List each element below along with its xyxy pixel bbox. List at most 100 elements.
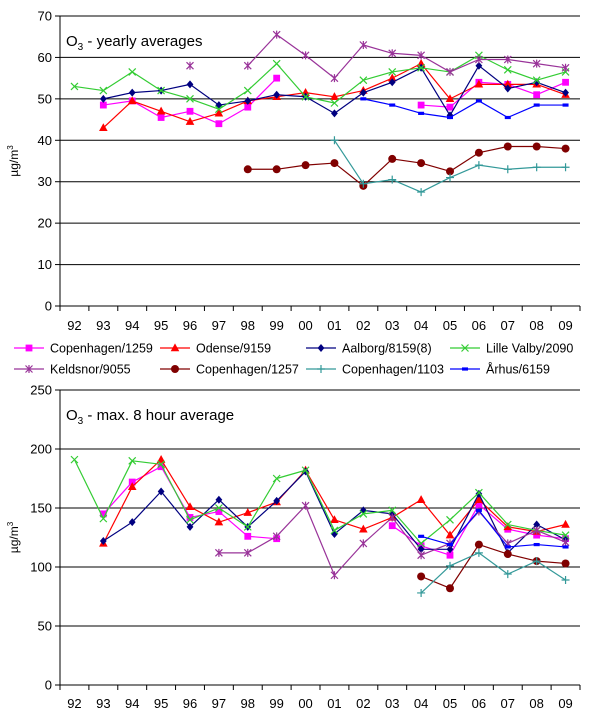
data-point <box>562 78 569 86</box>
x-tick-label: 95 <box>154 696 168 711</box>
series-line-segment <box>363 81 393 94</box>
data-point <box>186 80 194 89</box>
data-point <box>446 584 454 593</box>
legend-item: Copenhagen/1257 <box>160 363 299 377</box>
series-line-segment <box>449 65 480 116</box>
data-point <box>157 86 166 95</box>
data-point <box>503 65 512 74</box>
legend-marker <box>170 343 180 352</box>
series-line-segment <box>420 67 451 116</box>
series-line-segment <box>305 505 335 576</box>
series-line-segment <box>449 58 480 73</box>
legend-label: Copenhagen/1257 <box>196 363 299 377</box>
series-line-segment <box>536 83 566 96</box>
series-line-segment <box>449 552 480 567</box>
data-point <box>273 74 281 82</box>
series-line-segment <box>102 100 133 129</box>
y-tick-label: 0 <box>45 678 52 693</box>
data-point <box>157 460 166 469</box>
series-line-segment <box>131 100 162 119</box>
series-line-segment <box>276 94 306 98</box>
legend-marker <box>462 367 468 371</box>
series-line-segment <box>536 63 566 69</box>
data-point <box>330 571 339 580</box>
x-tick-label: 07 <box>501 696 515 711</box>
series-line-segment <box>131 466 162 483</box>
series-copenhagen-1257 <box>417 540 570 593</box>
x-tick-label: 08 <box>529 696 543 711</box>
series-line-segment <box>478 54 509 71</box>
series-line-segment <box>305 471 335 535</box>
legend-marker <box>317 365 325 373</box>
x-tick-label: 92 <box>67 318 81 333</box>
series-line-segment <box>334 513 364 531</box>
data-point <box>388 522 396 530</box>
series-line-segment <box>160 459 191 508</box>
data-point <box>504 545 511 549</box>
series-line-segment <box>189 98 220 110</box>
data-point <box>447 115 453 120</box>
data-point <box>561 531 570 540</box>
data-point <box>244 103 252 111</box>
data-point <box>301 161 310 170</box>
series-line-segment <box>478 493 509 554</box>
data-point <box>215 495 223 504</box>
series-line-segment <box>247 63 278 92</box>
data-point <box>301 466 310 475</box>
y-tick-label: 0 <box>45 299 52 314</box>
series-line-segment <box>507 69 537 81</box>
data-point <box>388 175 397 184</box>
series-line-segment <box>333 542 364 576</box>
series-line-segment <box>363 44 393 54</box>
data-point <box>417 572 426 581</box>
series-line-segment <box>507 58 537 65</box>
x-tick-label: 97 <box>212 696 226 711</box>
series-line-segment <box>131 71 162 92</box>
legend-marker <box>25 344 33 352</box>
series-line-segment <box>334 79 364 104</box>
data-point <box>446 551 454 559</box>
data-point <box>272 165 281 174</box>
series-line-segment <box>305 54 335 79</box>
series-line-segment <box>218 507 249 528</box>
data-point <box>157 463 165 471</box>
data-point <box>446 111 454 120</box>
data-point <box>272 532 281 541</box>
data-point <box>359 41 368 49</box>
series-line-segment <box>507 543 537 548</box>
data-point <box>272 30 281 39</box>
data-point <box>388 68 397 76</box>
data-point <box>417 51 426 60</box>
data-point <box>474 488 483 497</box>
series-line-segment <box>247 500 278 528</box>
legend-item: Aalborg/8159(8) <box>306 342 432 356</box>
series-line-segment <box>102 460 133 519</box>
data-point <box>127 96 137 105</box>
series-line-segment <box>507 104 537 119</box>
x-tick-label: 03 <box>385 318 399 333</box>
series-line-segment <box>536 523 566 533</box>
data-point <box>474 495 484 503</box>
legend-label: Aalborg/8159(8) <box>342 342 432 356</box>
series-line-segment <box>160 491 191 528</box>
series-line-segment <box>536 560 566 565</box>
series-line-segment <box>478 164 508 170</box>
data-point <box>418 534 425 538</box>
data-point <box>417 545 425 554</box>
data-point <box>186 61 194 70</box>
series-line-segment <box>334 92 364 114</box>
y-axis-label: µg/m3 <box>6 145 21 177</box>
data-point <box>186 515 194 524</box>
series-lille-valby-2090 <box>70 455 570 548</box>
data-point <box>128 456 137 465</box>
data-point <box>446 545 454 554</box>
series-line-segment <box>536 81 566 94</box>
series-line-segment <box>391 179 422 193</box>
series-line-segment <box>305 469 335 531</box>
data-point <box>561 519 570 528</box>
series-line-segment <box>449 504 480 556</box>
series--rhus-6159 <box>418 508 569 549</box>
series-line-segment <box>420 565 451 594</box>
series-line-segment <box>189 112 220 123</box>
